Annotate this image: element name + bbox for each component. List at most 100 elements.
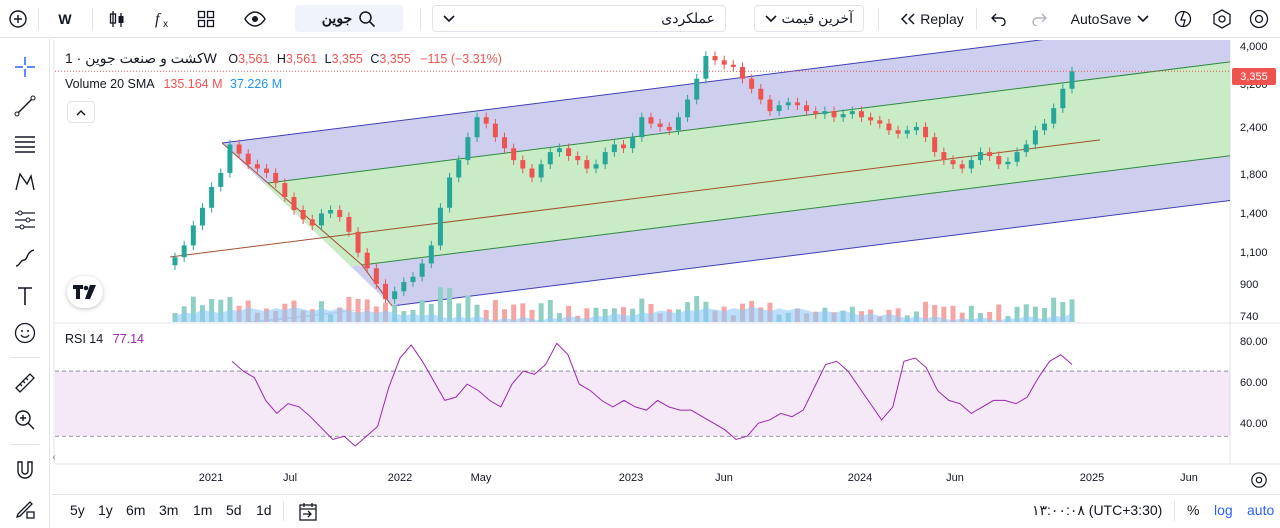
candle-body	[932, 137, 938, 153]
symbol-name: جوین	[321, 10, 353, 26]
alert-icon[interactable]	[1170, 5, 1196, 32]
snapshot-icon[interactable]	[1244, 5, 1274, 32]
price-type-dropdown[interactable]: آخرین قیمت	[754, 5, 864, 32]
prediction-icon[interactable]	[11, 206, 39, 234]
candle-body	[346, 216, 352, 232]
candle-body	[685, 99, 691, 118]
candle-body	[822, 111, 828, 115]
tradingview-logo[interactable]	[67, 276, 103, 308]
candle-body	[621, 144, 626, 149]
candle-body	[291, 197, 297, 211]
candle-body	[913, 126, 919, 131]
candle-body	[520, 160, 526, 169]
trend-line-icon[interactable]	[11, 92, 39, 120]
open-value: 3,561	[238, 52, 270, 66]
volume-bar	[181, 306, 187, 322]
candle-body	[1032, 130, 1038, 145]
candle-body	[1014, 152, 1020, 162]
volume-sma-value: 37.226 M	[230, 77, 283, 91]
layout-dropdown[interactable]: عملکردی	[432, 5, 726, 32]
candle-body	[904, 130, 910, 134]
candle-body	[849, 111, 855, 115]
lock-drawings-icon[interactable]	[11, 495, 39, 523]
range-button-5d[interactable]: 5d	[226, 502, 242, 518]
candle-body	[428, 245, 434, 264]
volume-bar	[959, 312, 965, 322]
volume-bar	[932, 305, 938, 322]
goto-date-icon[interactable]	[296, 500, 320, 524]
collapse-legend-button[interactable]	[67, 101, 95, 123]
crosshair-icon[interactable]	[11, 53, 39, 81]
fib-retracement-icon[interactable]	[11, 130, 39, 158]
price-tick-label: 1,100	[1240, 247, 1268, 259]
candle-body	[410, 276, 416, 283]
templates-icon[interactable]	[192, 5, 220, 32]
candles-icon[interactable]	[103, 5, 131, 32]
range-button-6m[interactable]: 6m	[126, 502, 146, 518]
volume-bar	[767, 302, 773, 322]
volume-bar	[904, 315, 910, 322]
percent-toggle[interactable]: %	[1187, 502, 1200, 518]
range-button-5y[interactable]: 5y	[70, 502, 85, 518]
zoom-in-icon[interactable]	[11, 406, 39, 434]
time-tick-label: 2021	[198, 472, 224, 484]
rsi-tick-label: 40.00	[1240, 418, 1268, 430]
brush-icon[interactable]	[11, 244, 39, 272]
candle-body	[767, 99, 773, 112]
volume-bar	[996, 304, 1002, 322]
axis-settings-gear-icon[interactable]	[1248, 469, 1270, 491]
volume-bar	[282, 303, 288, 322]
auto-toggle[interactable]: auto	[1247, 502, 1275, 518]
range-button-1y[interactable]: 1y	[98, 502, 113, 518]
volume-bar	[639, 298, 645, 322]
volume-bar	[611, 308, 617, 322]
autosave-button[interactable]: AutoSave	[1060, 5, 1160, 32]
log-toggle[interactable]: log	[1214, 502, 1233, 518]
undo-icon[interactable]	[986, 5, 1012, 32]
volume-bar	[355, 298, 361, 322]
candle-body	[282, 183, 288, 198]
time-tick-label: 2024	[847, 472, 873, 484]
volume-bar	[694, 296, 700, 322]
settings-gear-icon[interactable]	[1208, 5, 1236, 32]
volume-bar	[437, 287, 443, 322]
volume-bar	[373, 306, 379, 322]
replay-button[interactable]: Replay	[896, 5, 968, 32]
volume-bar	[346, 297, 352, 322]
collapse-panel-chevron-icon[interactable]: ‹	[52, 451, 56, 463]
range-button-3m[interactable]: 3m	[159, 502, 179, 518]
candle-body	[502, 137, 508, 149]
low-label: L	[324, 52, 332, 66]
volume-bar	[199, 305, 205, 322]
symbol-search[interactable]: جوین	[295, 5, 403, 32]
candle-body	[630, 137, 636, 149]
range-button-1m[interactable]: 1m	[193, 502, 213, 518]
price-tick-label: 4,000	[1240, 41, 1268, 53]
volume-bar	[419, 300, 425, 322]
redo-icon[interactable]	[1026, 5, 1052, 32]
pitchfork-lower-line	[391, 199, 1230, 307]
clock-label[interactable]: ۱۳:۰۰:۰۸ (UTC+3:30)	[1032, 502, 1163, 518]
volume-bar	[1005, 316, 1011, 322]
eye-icon[interactable]	[240, 5, 270, 32]
rsi-legend: RSI 14 77.14	[65, 332, 144, 346]
candle-body	[254, 164, 260, 169]
chevron-down-icon	[443, 14, 455, 22]
volume-bar	[566, 305, 572, 322]
candle-body	[538, 164, 544, 178]
time-tick-label: Jul	[282, 472, 298, 484]
text-tool-icon[interactable]	[11, 282, 39, 310]
add-symbol-icon[interactable]	[4, 5, 32, 32]
volume-bar	[300, 310, 306, 322]
emoji-icon[interactable]	[11, 319, 39, 347]
volume-bar	[584, 308, 590, 322]
pitchfork-middle-zone	[170, 61, 1230, 290]
magnet-icon[interactable]	[11, 456, 39, 484]
pattern-icon[interactable]	[11, 168, 39, 196]
interval-button[interactable]: W	[58, 10, 72, 27]
range-button-1d[interactable]: 1d	[256, 502, 272, 518]
volume-bar	[190, 296, 196, 322]
pitchfork-upper-zone	[170, 40, 1230, 196]
ruler-icon[interactable]	[11, 369, 39, 397]
